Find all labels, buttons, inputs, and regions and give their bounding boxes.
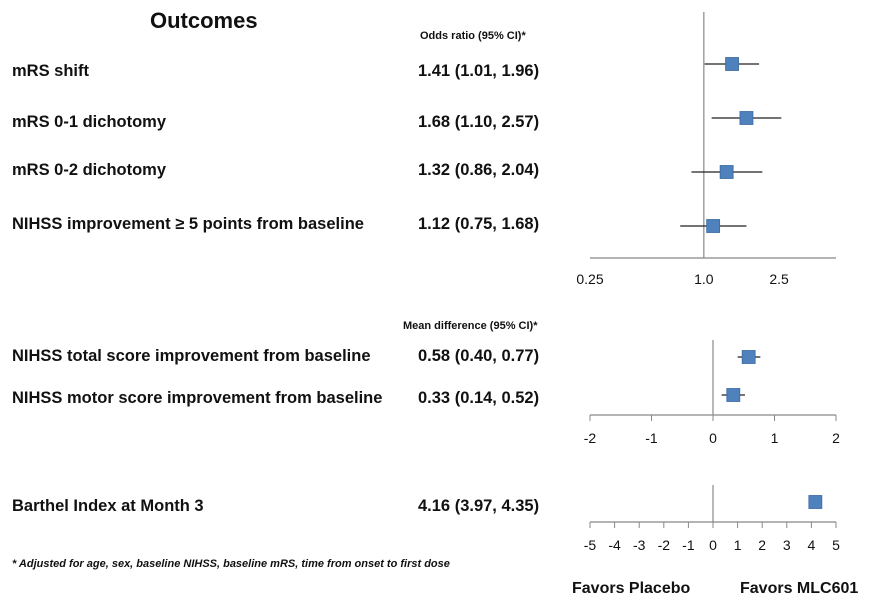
outcome-label: mRS 0-2 dichotomy: [12, 161, 167, 179]
outcome-label: NIHSS total score improvement from basel…: [12, 347, 371, 365]
x-tick-label: -3: [633, 537, 646, 553]
x-tick-label: 0.25: [576, 271, 603, 287]
mean-difference-column-header: Mean difference (95% CI)*: [403, 320, 538, 332]
x-tick-label: 3: [783, 537, 791, 553]
x-tick-label: 2.5: [769, 271, 789, 287]
x-tick-label: -5: [584, 537, 597, 553]
point-estimate-marker: [739, 111, 754, 125]
x-tick-label: -2: [584, 430, 597, 446]
x-tick-label: 4: [808, 537, 816, 553]
x-tick-label: -1: [682, 537, 695, 553]
x-tick-label: 1: [734, 537, 742, 553]
estimate-text: 0.58 (0.40, 0.77): [418, 347, 540, 365]
odds-ratio-column-header: Odds ratio (95% CI)*: [420, 30, 526, 42]
page-title: Outcomes: [150, 8, 258, 33]
estimate-text: 1.41 (1.01, 1.96): [418, 62, 540, 80]
footnote: * Adjusted for age, sex, baseline NIHSS,…: [12, 558, 450, 570]
x-tick-label: 1.0: [694, 271, 714, 287]
x-tick-label: -1: [645, 430, 658, 446]
x-tick-label: -4: [608, 537, 621, 553]
estimate-text: 1.32 (0.86, 2.04): [418, 161, 540, 179]
x-tick-label: -2: [658, 537, 671, 553]
outcome-label: mRS 0-1 dichotomy: [12, 113, 167, 131]
x-tick-label: 0: [709, 537, 717, 553]
outcome-label: NIHSS motor score improvement from basel…: [12, 389, 383, 407]
favors-placebo-label: Favors Placebo: [572, 580, 691, 597]
outcome-label: NIHSS improvement ≥ 5 points from baseli…: [12, 215, 364, 233]
x-tick-label: 2: [832, 430, 840, 446]
point-estimate-marker: [725, 57, 739, 71]
x-tick-label: 5: [832, 537, 840, 553]
estimate-text: 1.68 (1.10, 2.57): [418, 113, 540, 131]
outcome-label: Barthel Index at Month 3: [12, 497, 204, 515]
x-tick-label: 0: [709, 430, 717, 446]
x-tick-label: 2: [758, 537, 766, 553]
estimate-text: 1.12 (0.75, 1.68): [418, 215, 540, 233]
outcome-label: mRS shift: [12, 62, 90, 80]
estimate-text: 4.16 (3.97, 4.35): [418, 497, 540, 515]
point-estimate-marker: [808, 495, 823, 509]
point-estimate-marker: [741, 350, 756, 364]
estimate-text: 0.33 (0.14, 0.52): [418, 389, 540, 407]
point-estimate-marker: [706, 219, 721, 233]
x-tick-label: 1: [771, 430, 779, 446]
favors-mlc601-label: Favors MLC601: [740, 580, 859, 597]
point-estimate-marker: [726, 388, 741, 402]
point-estimate-marker: [719, 165, 734, 179]
